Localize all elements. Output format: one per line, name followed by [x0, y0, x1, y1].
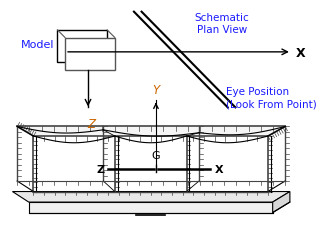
- Text: Z: Z: [87, 117, 95, 130]
- Text: Eye Position
(Look From Point): Eye Position (Look From Point): [226, 87, 317, 109]
- Text: Model: Model: [21, 40, 54, 50]
- Text: Y: Y: [152, 83, 160, 97]
- Bar: [57, 31, 107, 63]
- Polygon shape: [273, 192, 290, 213]
- Polygon shape: [17, 127, 285, 137]
- Text: X: X: [214, 164, 223, 174]
- Text: Schematic
Plan View: Schematic Plan View: [195, 13, 249, 35]
- Bar: [65, 38, 115, 71]
- Text: X: X: [296, 47, 305, 60]
- Text: Z: Z: [96, 164, 104, 174]
- Polygon shape: [12, 192, 290, 202]
- Text: G: G: [152, 150, 160, 160]
- Polygon shape: [29, 202, 273, 213]
